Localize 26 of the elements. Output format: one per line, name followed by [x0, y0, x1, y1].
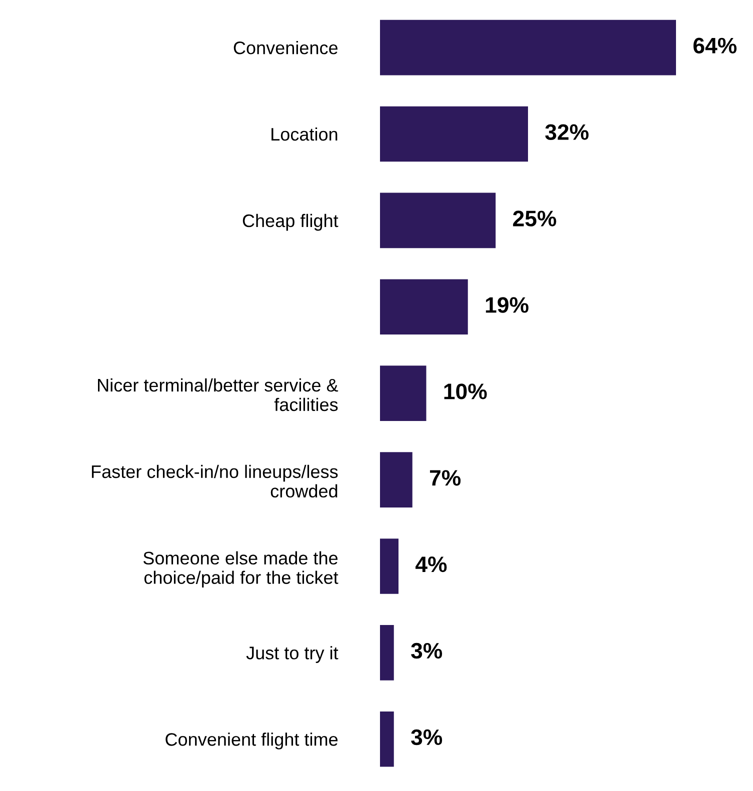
y-tick-label: Just to try it: [246, 646, 338, 663]
data-label: 7%: [430, 470, 461, 486]
y-tick-label: Nicer terminal/better service & facilities: [98, 378, 338, 412]
bar: [380, 106, 528, 162]
data-label: 19%: [486, 297, 528, 313]
data-label: 3%: [411, 642, 442, 659]
bar: [380, 20, 676, 76]
bar: [380, 711, 394, 767]
data-label: 25%: [513, 210, 556, 226]
data-label: 4%: [416, 556, 447, 572]
bar: [380, 625, 394, 680]
data-label: 10%: [444, 384, 487, 400]
bar: [380, 538, 398, 594]
y-tick-label: Someone else made the choice/paid for the ticket: [143, 551, 338, 588]
y-tick-label: Cheap flight: [242, 214, 338, 231]
data-label: 3%: [411, 729, 442, 746]
y-tick-label: Convenience: [234, 41, 338, 54]
bar: [380, 366, 426, 421]
y-tick-label: Faster check-in/no lineups/less crowded: [92, 464, 338, 498]
data-label: 32%: [545, 124, 589, 140]
y-tick-label: Convenient flight time: [166, 732, 338, 750]
bar: [380, 192, 496, 248]
bar: [380, 279, 468, 335]
bar: [380, 452, 412, 508]
data-label: 64%: [693, 38, 737, 54]
y-tick-label: Location: [272, 127, 338, 141]
